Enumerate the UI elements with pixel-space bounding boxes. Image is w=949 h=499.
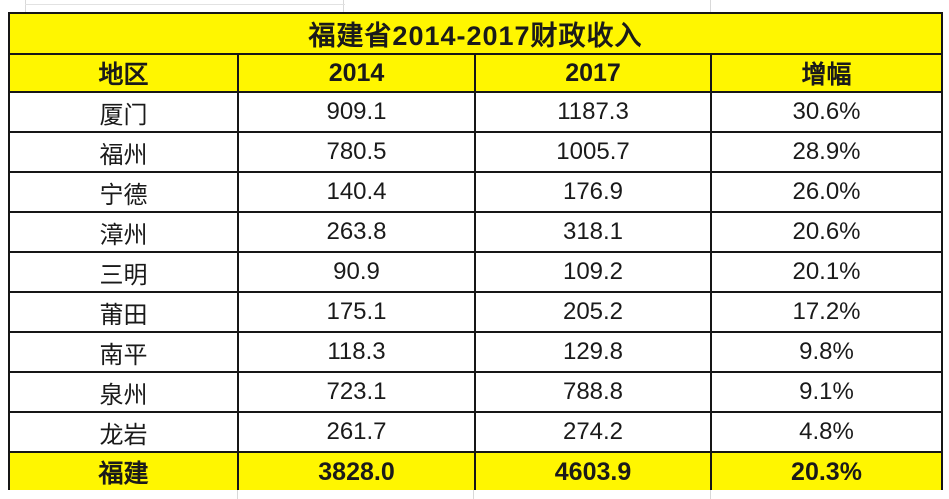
table-row: 三明 90.9 109.2 20.1% — [8, 251, 943, 293]
cell-growth: 17.2% — [710, 291, 943, 333]
column-header-region: 地区 — [8, 53, 239, 93]
cell-region: 龙岩 — [8, 411, 239, 453]
cell-growth: 26.0% — [710, 171, 943, 213]
table-row: 莆田 175.1 205.2 17.2% — [8, 291, 943, 333]
cell-2014: 263.8 — [237, 211, 476, 253]
cell-region: 厦门 — [8, 91, 239, 133]
cell-2017: 1005.7 — [474, 131, 712, 173]
cell-2017: 318.1 — [474, 211, 712, 253]
spreadsheet-gridlines-top — [0, 0, 949, 12]
cell-2014: 780.5 — [237, 131, 476, 173]
cell-2014: 723.1 — [237, 371, 476, 413]
table-title: 福建省2014-2017财政收入 — [8, 12, 943, 55]
cell-growth: 28.9% — [710, 131, 943, 173]
table-row: 龙岩 261.7 274.2 4.8% — [8, 411, 943, 453]
column-header-2017: 2017 — [474, 53, 712, 93]
cell-total-region: 福建 — [8, 451, 239, 493]
cell-region: 福州 — [8, 131, 239, 173]
table-row: 泉州 723.1 788.8 9.1% — [8, 371, 943, 413]
cell-2017: 109.2 — [474, 251, 712, 293]
cell-2017: 205.2 — [474, 291, 712, 333]
cell-2014: 261.7 — [237, 411, 476, 453]
cell-2017: 274.2 — [474, 411, 712, 453]
column-header-growth: 增幅 — [710, 53, 943, 93]
spreadsheet-gridlines-bottom — [0, 490, 949, 499]
fiscal-revenue-table: 福建省2014-2017财政收入 地区 2014 2017 增幅 厦门 909.… — [8, 12, 943, 493]
cell-growth: 30.6% — [710, 91, 943, 133]
cell-2017: 788.8 — [474, 371, 712, 413]
cell-2017: 129.8 — [474, 331, 712, 373]
cell-total-growth: 20.3% — [710, 451, 943, 493]
table-title-row: 福建省2014-2017财政收入 — [8, 12, 943, 55]
cell-region: 南平 — [8, 331, 239, 373]
table-row: 厦门 909.1 1187.3 30.6% — [8, 91, 943, 133]
cell-2014: 909.1 — [237, 91, 476, 133]
table-header-row: 地区 2014 2017 增幅 — [8, 53, 943, 93]
cell-region: 漳州 — [8, 211, 239, 253]
table-row: 南平 118.3 129.8 9.8% — [8, 331, 943, 373]
cell-growth: 4.8% — [710, 411, 943, 453]
cell-total-2017: 4603.9 — [474, 451, 712, 493]
cell-2017: 1187.3 — [474, 91, 712, 133]
column-header-2014: 2014 — [237, 53, 476, 93]
table-row: 宁德 140.4 176.9 26.0% — [8, 171, 943, 213]
cell-growth: 9.1% — [710, 371, 943, 413]
cell-growth: 20.6% — [710, 211, 943, 253]
cell-growth: 20.1% — [710, 251, 943, 293]
table-row: 漳州 263.8 318.1 20.6% — [8, 211, 943, 253]
cell-2017: 176.9 — [474, 171, 712, 213]
cell-region: 泉州 — [8, 371, 239, 413]
table-total-row: 福建 3828.0 4603.9 20.3% — [8, 451, 943, 493]
cell-2014: 175.1 — [237, 291, 476, 333]
cell-region: 宁德 — [8, 171, 239, 213]
cell-region: 三明 — [8, 251, 239, 293]
cell-growth: 9.8% — [710, 331, 943, 373]
cell-2014: 118.3 — [237, 331, 476, 373]
cell-region: 莆田 — [8, 291, 239, 333]
cell-total-2014: 3828.0 — [237, 451, 476, 493]
cell-2014: 140.4 — [237, 171, 476, 213]
cell-2014: 90.9 — [237, 251, 476, 293]
table-row: 福州 780.5 1005.7 28.9% — [8, 131, 943, 173]
